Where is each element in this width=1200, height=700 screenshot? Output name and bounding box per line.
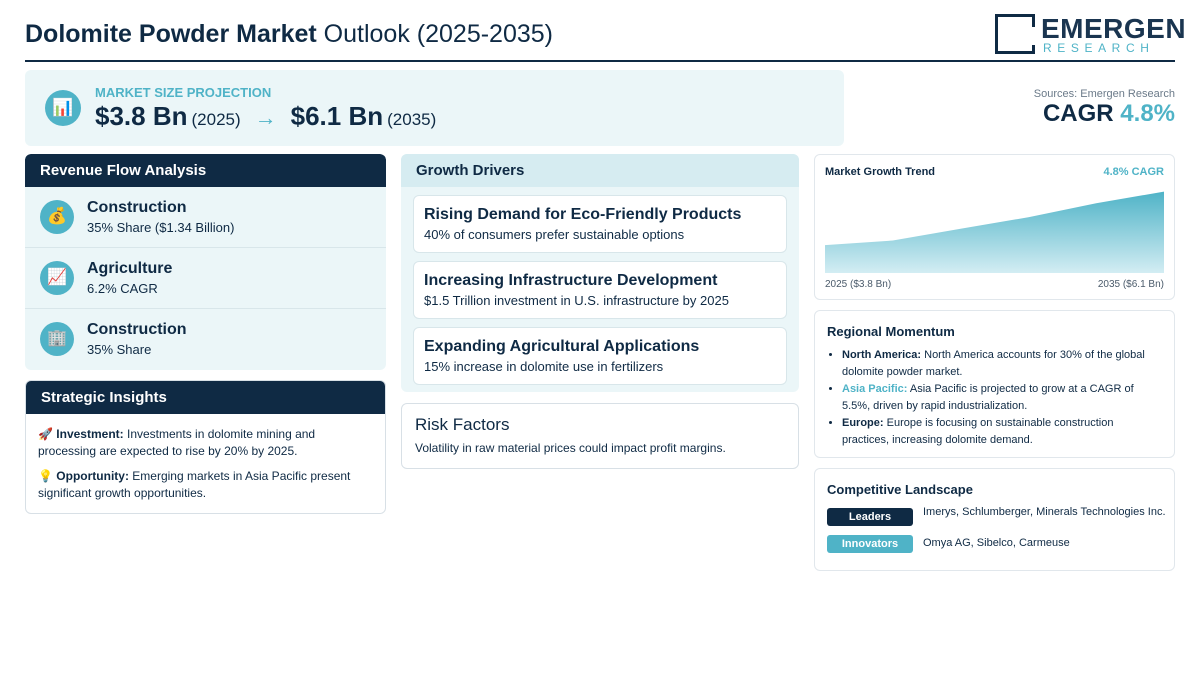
risk-factors-text: Volatility in raw material prices could … bbox=[415, 441, 726, 455]
region-name: North America: bbox=[842, 349, 922, 361]
driver-title: Expanding Agricultural Applications bbox=[424, 338, 700, 355]
projection-label: MARKET SIZE PROJECTION bbox=[95, 85, 272, 100]
cagr-headline: CAGR 4.8% bbox=[1043, 100, 1175, 128]
projection-start-value: $3.8 Bn bbox=[95, 101, 188, 131]
growth-area-chart bbox=[825, 191, 1164, 273]
region-name: Asia Pacific: bbox=[842, 383, 908, 395]
logo-main-text: EMERGEN bbox=[1041, 13, 1187, 44]
competitive-landscape-card: Competitive Landscape Leaders Imerys, Sc… bbox=[814, 468, 1175, 571]
projection-end-value: $6.1 Bn bbox=[290, 101, 384, 131]
driver-detail: $1.5 Trillion investment in U.S. infrast… bbox=[424, 293, 729, 308]
projection-values: $3.8 Bn (2025) → $6.1 Bn (2035) bbox=[95, 101, 436, 132]
lightbulb-icon: 💡 bbox=[38, 469, 53, 483]
cagr-value: 4.8% bbox=[1120, 100, 1175, 127]
bar-chart-icon: 📊 bbox=[45, 90, 81, 126]
projection-end-year: (2035) bbox=[387, 110, 437, 129]
revenue-item-detail: 35% Share ($1.34 Billion) bbox=[87, 220, 235, 235]
region-text: North America accounts for 30% of the gl… bbox=[842, 349, 1145, 378]
insight-label: Investment: bbox=[56, 427, 124, 441]
revenue-flow-card: Revenue Flow Analysis 💰 Construction 35%… bbox=[25, 154, 386, 370]
revenue-item-name: Agriculture bbox=[87, 260, 173, 277]
region-item: Asia Pacific: Asia Pacific is projected … bbox=[842, 381, 1162, 414]
region-name: Europe: bbox=[842, 417, 884, 429]
rocket-icon: 🚀 bbox=[38, 427, 53, 441]
growth-area bbox=[825, 191, 1164, 273]
regional-momentum-card: Regional Momentum North America: North A… bbox=[814, 310, 1175, 458]
growth-drivers-title: Growth Drivers bbox=[401, 154, 799, 187]
arrow-right-icon: → bbox=[254, 105, 277, 130]
risk-factors-title: Risk Factors bbox=[415, 415, 510, 434]
region-item: North America: North America accounts fo… bbox=[842, 347, 1162, 380]
market-growth-trend-card: Market Growth Trend 4.8% CAGR 2025 ($3.8… bbox=[814, 154, 1175, 300]
page-title-rest: Outlook (2025-2035) bbox=[316, 20, 553, 48]
source-note: Sources: Emergen Research bbox=[1033, 88, 1175, 100]
revenue-item-name: Construction bbox=[87, 321, 187, 338]
chart-x-end-label: 2035 ($6.1 Bn) bbox=[1097, 279, 1164, 290]
region-text: Asia Pacific is projected to grow at a C… bbox=[842, 383, 1134, 412]
revenue-item-name: Construction bbox=[87, 199, 187, 216]
building-icon: 🏢 bbox=[40, 322, 74, 356]
trend-up-icon: 📈 bbox=[40, 261, 74, 295]
chart-x-start-label: 2025 ($3.8 Bn) bbox=[825, 279, 892, 290]
strategic-insights-title: Strategic Insights bbox=[26, 381, 385, 414]
driver-item: Expanding Agricultural Applications 15% … bbox=[413, 327, 787, 385]
market-size-projection: 📊 MARKET SIZE PROJECTION $3.8 Bn (2025) → $… bbox=[25, 70, 844, 146]
revenue-item: 🏢 Construction 35% Share bbox=[25, 309, 386, 370]
regional-list: North America: North America accounts fo… bbox=[842, 347, 1162, 449]
competitive-landscape-title: Competitive Landscape bbox=[827, 482, 973, 497]
insight-label: Opportunity: bbox=[56, 469, 129, 483]
driver-title: Rising Demand for Eco-Friendly Products bbox=[424, 206, 742, 223]
region-text: Europe is focusing on sustainable constr… bbox=[842, 417, 1114, 446]
page-header: Dolomite Powder Market Outlook (2025-203… bbox=[25, 12, 1186, 62]
growth-drivers-card: Growth Drivers Rising Demand for Eco-Fri… bbox=[401, 154, 799, 392]
page-title-bold: Dolomite Powder Market bbox=[25, 20, 317, 48]
emergen-logo: EMERGEN RESEARCH bbox=[995, 14, 1186, 56]
driver-title: Increasing Infrastructure Development bbox=[424, 272, 718, 289]
competitor-list: Omya AG, Sibelco, Carmeuse bbox=[923, 537, 1070, 549]
competitor-list: Imerys, Schlumberger, Minerals Technolog… bbox=[923, 506, 1166, 518]
strategic-insights-card: Strategic Insights 🚀 Investment: Investm… bbox=[25, 380, 386, 514]
logo-sub-text: RESEARCH bbox=[1043, 41, 1155, 55]
chart-annotation: 4.8% CAGR bbox=[1103, 166, 1164, 178]
revenue-item: 💰 Construction 35% Share ($1.34 Billion) bbox=[25, 187, 386, 248]
driver-item: Increasing Infrastructure Development $1… bbox=[413, 261, 787, 319]
leaders-badge: Leaders bbox=[827, 508, 913, 526]
page-title: Dolomite Powder Market Outlook (2025-203… bbox=[25, 20, 553, 49]
insight-text: Investments in dolomite mining and proce… bbox=[38, 427, 316, 458]
insight-item: 🚀 Investment: Investments in dolomite mi… bbox=[38, 426, 373, 460]
revenue-item-detail: 6.2% CAGR bbox=[87, 281, 158, 296]
risk-factors-card: Risk Factors Volatility in raw material … bbox=[401, 403, 799, 469]
innovators-badge: Innovators bbox=[827, 535, 913, 553]
insight-text: Emerging markets in Asia Pacific present… bbox=[38, 469, 351, 500]
regional-momentum-title: Regional Momentum bbox=[827, 324, 955, 339]
driver-item: Rising Demand for Eco-Friendly Products … bbox=[413, 195, 787, 253]
driver-detail: 40% of consumers prefer sustainable opti… bbox=[424, 227, 685, 242]
driver-detail: 15% increase in dolomite use in fertiliz… bbox=[424, 359, 664, 374]
money-bag-icon: 💰 bbox=[40, 200, 74, 234]
cagr-label: CAGR bbox=[1042, 100, 1114, 127]
strategic-insights-body: 🚀 Investment: Investments in dolomite mi… bbox=[26, 414, 385, 513]
region-item: Europe: Europe is focusing on sustainabl… bbox=[842, 415, 1162, 448]
logo-mark-icon bbox=[995, 14, 1035, 54]
projection-start-year: (2025) bbox=[191, 110, 241, 129]
insight-item: 💡 Opportunity: Emerging markets in Asia … bbox=[38, 468, 373, 502]
revenue-item-detail: 35% Share bbox=[87, 342, 152, 357]
chart-title: Market Growth Trend bbox=[825, 166, 936, 178]
revenue-flow-title: Revenue Flow Analysis bbox=[25, 154, 386, 187]
revenue-item: 📈 Agriculture 6.2% CAGR bbox=[25, 248, 386, 309]
